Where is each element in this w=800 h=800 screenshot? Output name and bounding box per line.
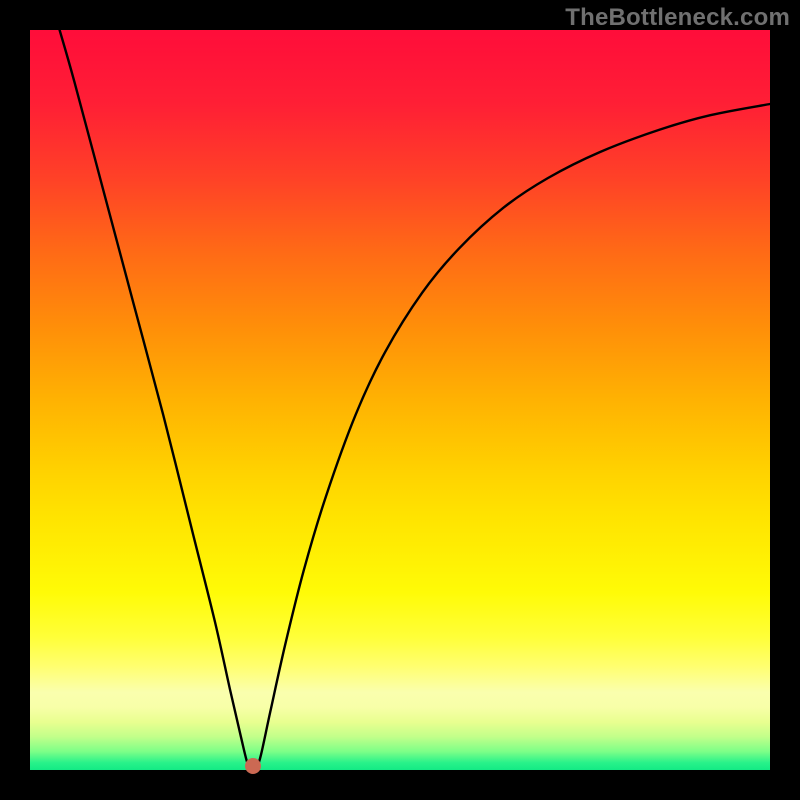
chart-container: TheBottleneck.com xyxy=(0,0,800,800)
bottleneck-curve xyxy=(60,30,770,770)
minimum-marker xyxy=(245,758,261,774)
watermark-text: TheBottleneck.com xyxy=(565,4,790,32)
curve-layer xyxy=(0,0,800,800)
